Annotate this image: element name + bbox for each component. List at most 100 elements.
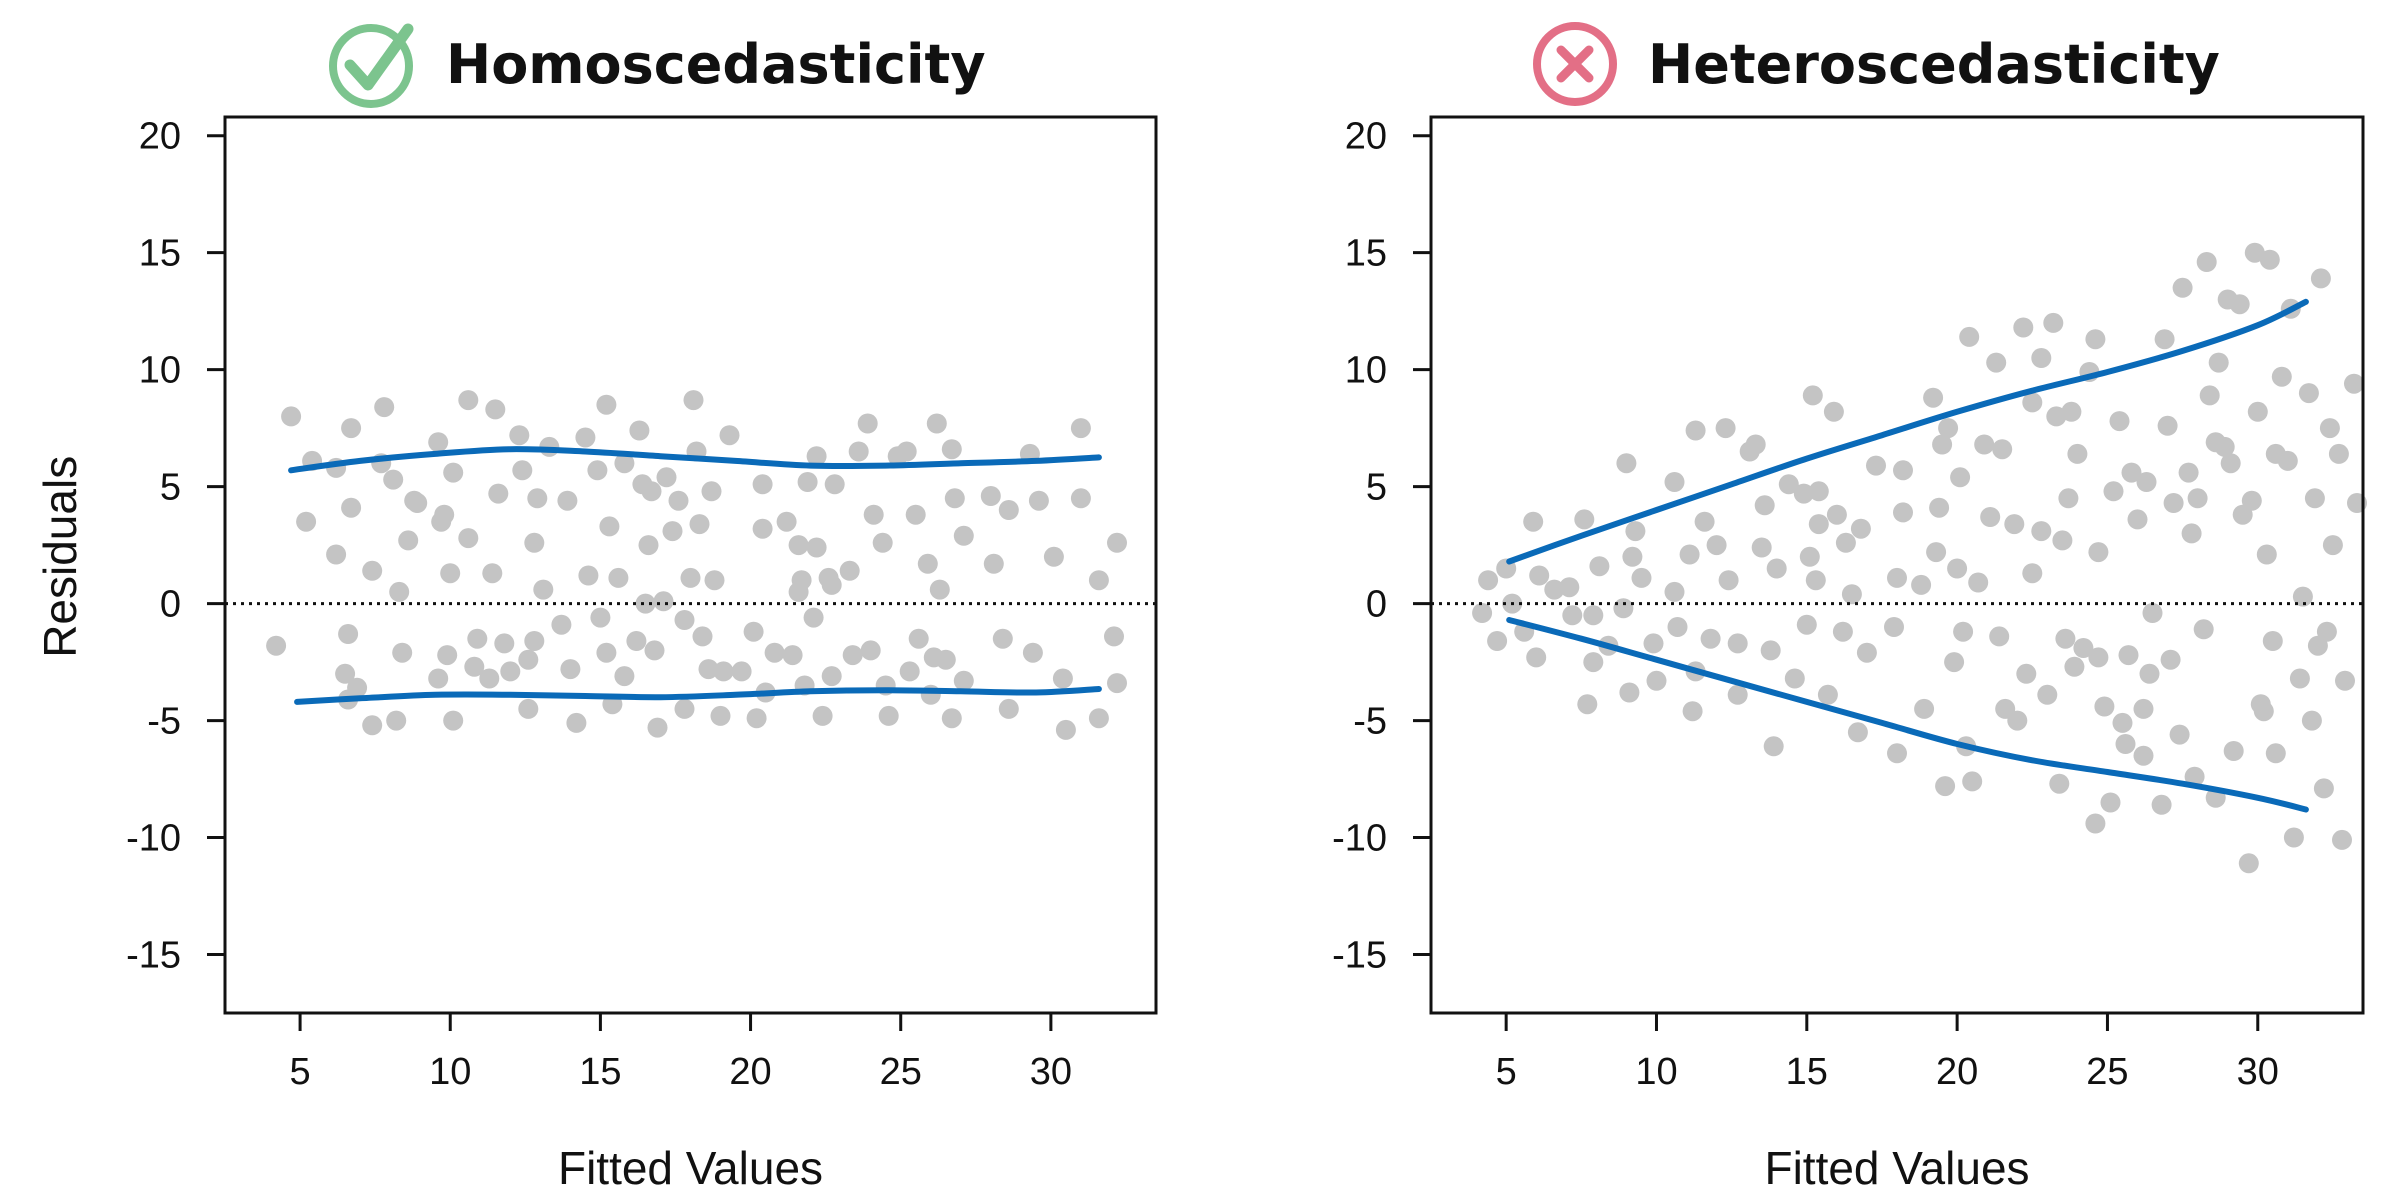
data-point xyxy=(2292,586,2313,607)
data-point xyxy=(2256,544,2277,565)
x-tick-label: 25 xyxy=(2086,1051,2128,1093)
data-point xyxy=(1727,633,1748,654)
data-point xyxy=(1526,647,1547,668)
data-point xyxy=(2109,411,2130,432)
data-point xyxy=(704,570,725,591)
data-point xyxy=(2139,663,2160,684)
data-point xyxy=(1694,511,1715,532)
data-point xyxy=(443,710,464,731)
scatter-points xyxy=(1472,242,2367,874)
data-point xyxy=(494,633,515,654)
data-point xyxy=(917,553,938,574)
data-point xyxy=(2085,813,2106,834)
data-point xyxy=(2289,668,2310,689)
data-point xyxy=(1929,497,1950,518)
data-point xyxy=(1911,574,1932,595)
data-point xyxy=(527,488,548,509)
scatter-points xyxy=(266,390,1127,740)
data-point xyxy=(1070,418,1091,439)
y-tick-label: -15 xyxy=(126,935,181,977)
data-point xyxy=(575,427,596,448)
data-point xyxy=(626,631,647,651)
data-point xyxy=(1953,621,1974,642)
x-tick-label: 25 xyxy=(880,1051,922,1093)
data-point xyxy=(428,668,449,689)
x-tick-label: 20 xyxy=(1936,1051,1978,1093)
data-point xyxy=(764,642,785,663)
data-point xyxy=(746,708,767,729)
x-axis-label: Fitted Values xyxy=(558,1142,823,1194)
data-point xyxy=(389,581,410,602)
data-point xyxy=(719,425,740,446)
data-point xyxy=(1523,511,1544,532)
data-point xyxy=(731,661,752,682)
data-point xyxy=(1574,509,1595,530)
data-point xyxy=(524,631,545,651)
data-point xyxy=(1884,617,1904,637)
data-point xyxy=(2022,392,2043,413)
data-point xyxy=(791,570,812,591)
data-point xyxy=(1808,481,1829,502)
data-point xyxy=(944,488,965,509)
data-point xyxy=(512,460,533,481)
data-point xyxy=(482,563,503,584)
data-point xyxy=(1667,617,1688,637)
data-point xyxy=(1974,434,1995,455)
data-point xyxy=(1832,621,1853,642)
data-point xyxy=(1715,418,1736,439)
data-point xyxy=(1826,504,1847,525)
data-point xyxy=(2247,401,2268,422)
data-point xyxy=(1478,570,1499,591)
y-tick-label: 20 xyxy=(1345,116,1387,158)
y-tick-label: 10 xyxy=(139,350,181,392)
data-point xyxy=(635,593,656,614)
data-point xyxy=(701,481,722,502)
data-point xyxy=(752,474,773,495)
data-point xyxy=(566,712,587,733)
data-point xyxy=(398,530,419,551)
data-point xyxy=(509,425,530,446)
data-point xyxy=(2022,563,2043,584)
data-point xyxy=(2271,366,2292,387)
data-point xyxy=(953,670,974,691)
data-point xyxy=(2172,277,2193,298)
data-point xyxy=(980,486,1001,506)
x-tick-label: 15 xyxy=(579,1051,621,1093)
data-point xyxy=(2016,663,2037,684)
data-point xyxy=(2283,827,2304,848)
data-point xyxy=(2151,794,2172,815)
lower-band-line xyxy=(294,686,1102,705)
data-point xyxy=(1589,556,1610,577)
data-point xyxy=(1631,567,1652,588)
data-point xyxy=(872,532,893,553)
data-point xyxy=(326,544,347,565)
data-point xyxy=(2118,645,2139,666)
data-point xyxy=(2241,490,2262,511)
data-point xyxy=(899,661,920,682)
data-point xyxy=(1887,567,1907,588)
y-tick-label: 15 xyxy=(139,233,181,275)
y-tick-label: -10 xyxy=(1332,818,1387,860)
data-point xyxy=(2133,745,2154,766)
data-point xyxy=(467,628,488,649)
data-point xyxy=(488,483,509,504)
check-circle-icon xyxy=(329,23,414,108)
data-point xyxy=(341,418,362,439)
data-point xyxy=(524,532,545,553)
data-point xyxy=(1841,584,1862,605)
x-tick-label: 5 xyxy=(290,1051,311,1093)
data-point xyxy=(1745,434,1766,455)
data-point xyxy=(434,504,455,525)
data-point xyxy=(821,666,842,687)
data-point xyxy=(458,528,479,549)
data-point xyxy=(2220,453,2241,474)
data-point xyxy=(1847,722,1868,743)
data-point xyxy=(428,432,449,453)
lower-band-line xyxy=(1506,617,2309,813)
data-point xyxy=(908,628,929,649)
data-point xyxy=(644,640,665,661)
data-point xyxy=(2316,621,2337,642)
data-point xyxy=(599,516,620,537)
data-point xyxy=(1923,387,1944,408)
data-point xyxy=(2133,698,2154,719)
